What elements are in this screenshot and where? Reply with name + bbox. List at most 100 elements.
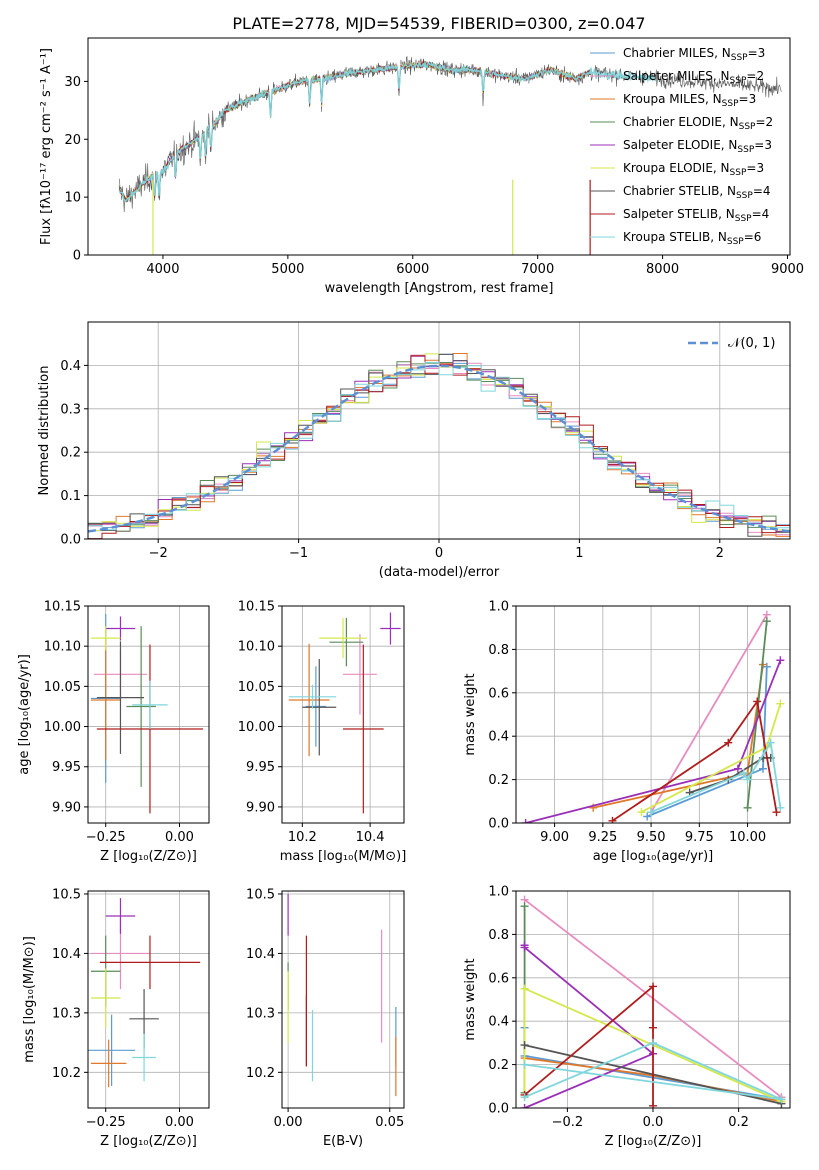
x-tick-label: 6000 — [396, 262, 429, 277]
legend-text: Kroupa ELODIE, N — [623, 161, 730, 175]
y-tick-label: 1.0 — [488, 885, 509, 900]
plot-area — [88, 898, 201, 1088]
data-point-marker — [766, 738, 775, 747]
x-tick-label: 9.75 — [685, 830, 714, 845]
axes-frame — [87, 605, 210, 824]
y-tick-label: 1.0 — [488, 600, 509, 615]
legend-text: Kroupa MILES, N — [623, 92, 722, 106]
x-tick-label: 9.50 — [637, 830, 666, 845]
legend-subscript: SSP — [735, 214, 752, 224]
data-point-marker — [520, 1041, 529, 1050]
mass-vs-metallicity-panel: −0.25 0.00 10.2 10.3 10.4 10.5 Z [log₁₀(Z/Z⊙)]… — [22, 887, 210, 1149]
x-tick-label: 9000 — [771, 262, 804, 277]
data-point-marker — [647, 808, 656, 817]
y-tick-label: 10.15 — [44, 600, 81, 615]
y-axis-label: mass weight — [463, 958, 478, 1040]
data-point-marker — [776, 656, 785, 665]
plot-area — [90, 614, 204, 814]
legend-text: Chabrier MILES, N — [623, 46, 731, 60]
plot-area — [520, 895, 786, 1108]
data-point-marker — [521, 819, 530, 823]
legend-subscript: SSP — [739, 122, 756, 132]
x-tick-label: 5000 — [271, 262, 304, 277]
y-axis-label: mass weight — [463, 673, 478, 755]
mass-weight-line — [523, 945, 655, 1108]
legend-subscript: SSP — [730, 76, 747, 86]
legend-text: Salpeter STELIB, N — [623, 207, 735, 221]
y-tick-label: 0.6 — [488, 686, 509, 701]
legend-text: Chabrier STELIB, N — [623, 184, 736, 198]
plot-area — [521, 610, 785, 823]
y-tick-label: 10.3 — [52, 1006, 81, 1021]
data-point-marker — [762, 617, 771, 626]
x-tick-label: 8000 — [646, 262, 679, 277]
legend-subscript: SSP — [722, 99, 739, 109]
x-tick-label: 1 — [575, 546, 583, 561]
y-tick-label: 10.2 — [246, 1066, 275, 1081]
data-point-marker — [758, 764, 767, 773]
y-tick-label: 10.10 — [44, 640, 81, 655]
legend-entry-label: Chabrier STELIB, NSSP=4 — [623, 184, 771, 201]
x-tick-label: 0.00 — [165, 1115, 194, 1130]
residuals-panel: −2 −1 0 1 2 0.0 0.1 0.2 0.3 0.4 (data-model)/error… — [37, 321, 791, 580]
data-point-marker — [520, 941, 529, 950]
model-fit-line — [118, 60, 591, 203]
y-tick-label: 0.0 — [60, 533, 81, 548]
data-point-marker — [777, 1095, 786, 1104]
y-tick-label: 0.4 — [488, 1015, 509, 1030]
axes-frame — [281, 890, 405, 1109]
y-tick-label: 10.2 — [52, 1066, 81, 1081]
legend-text: Salpeter MILES, N — [623, 69, 730, 83]
legend-suffix: =4 — [752, 207, 770, 221]
x-axis-label: Z [log₁₀(Z/Z⊙)] — [100, 1134, 197, 1149]
y-tick-label: 10.4 — [246, 947, 275, 962]
y-axis-label: Normed distribution — [37, 366, 52, 496]
y-tick-label: 0.3 — [60, 402, 81, 417]
data-point-marker — [649, 1038, 657, 1047]
x-tick-label: 10.00 — [729, 830, 766, 845]
data-point-marker — [753, 697, 762, 706]
y-tick-label: 0.4 — [488, 730, 509, 745]
legend-entry-label: Kroupa STELIB, NSSP=6 — [623, 230, 761, 247]
y-tick-label: 0.1 — [60, 489, 81, 504]
y-tick-label: 0.2 — [488, 1058, 509, 1073]
plot-area — [118, 55, 782, 255]
y-tick-label: 10.10 — [238, 640, 275, 655]
x-tick-label: 0 — [435, 546, 443, 561]
x-tick-label: 0.0 — [643, 1115, 664, 1130]
y-tick-label: 10.00 — [44, 720, 81, 735]
legend-suffix: =3 — [754, 138, 772, 152]
y-tick-label: 10.05 — [44, 680, 81, 695]
y-tick-label: 0.0 — [488, 817, 509, 832]
data-point-marker — [520, 1060, 529, 1069]
gaussian-curve-line — [88, 364, 790, 533]
y-axis-label: Flux [fλ10⁻¹⁷ erg cm⁻² s⁻¹ A⁻¹] — [39, 48, 54, 245]
x-tick-label: 0.00 — [274, 1115, 303, 1130]
data-point-marker — [649, 1101, 657, 1108]
legend-text: Kroupa STELIB, N — [623, 230, 727, 244]
data-point-marker — [637, 808, 646, 817]
legend-suffix: =3 — [748, 46, 766, 60]
y-tick-label: 0 — [73, 249, 81, 264]
data-point-marker — [724, 738, 733, 747]
residuals-legend: 𝒩(0, 1) — [688, 336, 775, 351]
y-tick-label: 10.4 — [52, 947, 81, 962]
x-axis-label: (data-model)/error — [379, 565, 500, 580]
axes-frame — [87, 890, 210, 1109]
weight-vs-metallicity-panel: −0.2 0.0 0.2 0.0 0.2 0.4 0.6 0.8 1.0 Z [log₁₀(Z/Z… — [463, 885, 791, 1149]
y-tick-label: 20 — [64, 133, 81, 148]
legend-entry-label: Chabrier MILES, NSSP=3 — [623, 46, 765, 63]
x-tick-label: 4000 — [146, 262, 179, 277]
axes-frame — [515, 605, 791, 824]
data-point-marker — [520, 902, 529, 911]
axes-frame — [281, 605, 405, 824]
x-tick-label: 0.05 — [375, 1115, 404, 1130]
data-point-marker — [643, 812, 652, 821]
y-tick-label: 9.95 — [246, 760, 275, 775]
y-tick-label: 0.8 — [488, 643, 509, 658]
y-tick-label: 9.90 — [246, 800, 275, 815]
legend-suffix: =6 — [744, 230, 762, 244]
y-tick-label: 0.6 — [488, 971, 509, 986]
x-axis-label: Z [log₁₀(Z/Z⊙)] — [100, 849, 197, 864]
